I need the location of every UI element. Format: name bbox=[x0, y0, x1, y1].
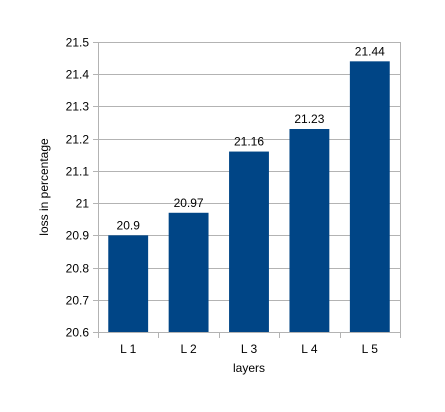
bars bbox=[108, 61, 390, 332]
y-axis-title: loss in percentage bbox=[37, 138, 51, 236]
y-tick-label: 21.4 bbox=[66, 68, 90, 82]
data-labels: 20.9 20.97 21.16 21.23 21.44 bbox=[117, 44, 386, 232]
bar-1 bbox=[108, 235, 149, 332]
x-tick-label: L 2 bbox=[180, 342, 197, 356]
data-label-2: 20.97 bbox=[174, 196, 204, 210]
bar-5 bbox=[349, 61, 390, 332]
y-tick-label: 20.7 bbox=[66, 294, 90, 308]
data-label-1: 20.9 bbox=[117, 218, 141, 232]
y-tick-label: 21.3 bbox=[66, 100, 90, 114]
x-tick-label: L 4 bbox=[301, 342, 318, 356]
y-tick-label: 20.9 bbox=[66, 229, 90, 243]
x-tick-label: L 1 bbox=[120, 342, 137, 356]
bar-4 bbox=[289, 129, 330, 332]
data-label-4: 21.23 bbox=[294, 112, 324, 126]
bar-2 bbox=[168, 212, 209, 332]
y-tick-label: 20.6 bbox=[66, 326, 90, 340]
y-tick-label: 21.5 bbox=[66, 36, 90, 50]
data-label-3: 21.16 bbox=[234, 135, 264, 149]
y-tick-label: 20.8 bbox=[66, 262, 90, 276]
y-tick-label: 21 bbox=[76, 197, 90, 211]
x-tick-labels: L 1 L 2 L 3 L 4 L 5 bbox=[120, 342, 378, 356]
y-tick-labels: 20.6 20.7 20.8 20.9 21 21.1 21.2 21.3 21.4 21.5 bbox=[66, 36, 90, 340]
axes bbox=[98, 42, 401, 338]
x-tick-label: L 5 bbox=[362, 342, 379, 356]
x-axis-title: layers bbox=[233, 361, 265, 375]
bar-3 bbox=[229, 151, 269, 332]
x-tick-label: L 3 bbox=[241, 342, 258, 356]
y-tick-label: 21.1 bbox=[66, 165, 90, 179]
data-label-5: 21.44 bbox=[355, 44, 385, 58]
y-tick-label: 21.2 bbox=[66, 133, 90, 147]
